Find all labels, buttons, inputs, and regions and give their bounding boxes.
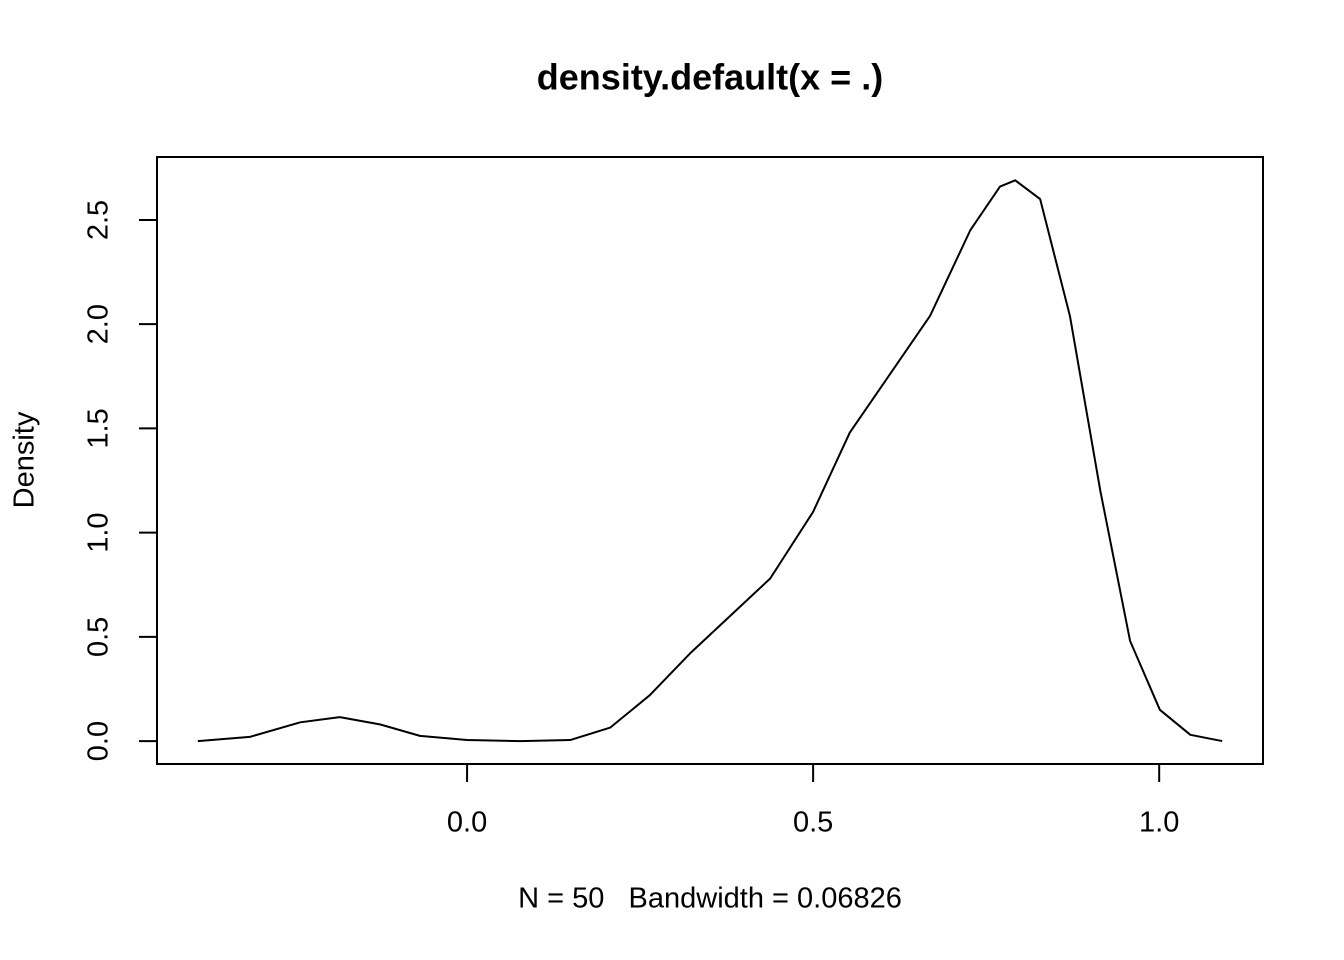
plot-frame: [156, 156, 1264, 765]
x-tick-label: 0.0: [447, 807, 487, 839]
y-tick-label: 2.0: [83, 304, 115, 344]
x-tick-label: 1.0: [1139, 807, 1179, 839]
y-tick-label: 1.0: [83, 512, 115, 552]
y-tick-label: 1.5: [83, 408, 115, 448]
y-axis-label: Density: [9, 411, 41, 508]
x-axis-label: N = 50 Bandwidth = 0.06826: [518, 883, 902, 915]
x-tick-label: 0.5: [793, 807, 833, 839]
chart-title: density.default(x = .): [537, 57, 883, 98]
y-tick-label: 2.5: [83, 200, 115, 240]
y-tick-label: 0.5: [83, 617, 115, 657]
density-line: [197, 179, 1223, 743]
y-tick-label: 0.0: [83, 721, 115, 761]
